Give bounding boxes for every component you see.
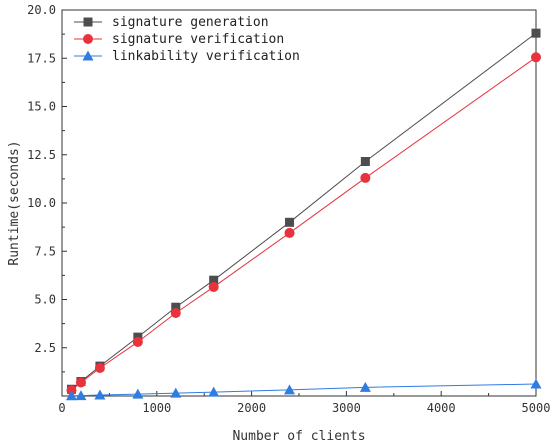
- y-tick-label: 17.5: [27, 51, 56, 65]
- data-point: [65, 390, 77, 401]
- legend-marker: [83, 34, 93, 44]
- data-point: [132, 336, 143, 347]
- legend-item: signature generation: [74, 15, 269, 30]
- data-point: [170, 308, 181, 319]
- y-tick-label: 5.0: [34, 293, 56, 307]
- data-point: [75, 377, 86, 388]
- x-tick-label: 3000: [332, 401, 361, 415]
- x-axis-title: Number of clients: [232, 429, 365, 444]
- x-tick-label: 2000: [237, 401, 266, 415]
- y-axis-title: Runtime(seconds): [7, 140, 22, 265]
- plot-frame: [61, 9, 537, 397]
- axes: 0 1000 2000 3000 4000 5000 2.5 5.0 7.5 10.0 12.5 15…: [27, 3, 550, 415]
- y-tick-label: 10.0: [27, 196, 56, 210]
- data-point: [66, 385, 77, 396]
- data-point: [531, 52, 541, 63]
- data-point: [171, 302, 181, 312]
- data-point: [94, 363, 105, 374]
- legend-label: signature generation: [112, 15, 269, 30]
- data-point: [75, 390, 87, 401]
- data-point: [284, 227, 295, 238]
- legend-marker: [82, 50, 94, 61]
- data-point: [208, 281, 219, 292]
- series-group: [65, 28, 542, 401]
- data-point: [170, 387, 182, 398]
- data-point: [132, 388, 144, 399]
- x-tick-label: 4000: [427, 401, 456, 415]
- data-point: [208, 386, 220, 397]
- y-tick-label: 15.0: [27, 100, 56, 114]
- legend-label: signature verification: [112, 32, 284, 47]
- legend-item: signature verification: [74, 32, 284, 47]
- x-tick-label: 0: [58, 401, 65, 415]
- data-point: [285, 217, 295, 227]
- legend-label: linkability verification: [112, 49, 300, 64]
- plot-area: [61, 9, 537, 397]
- data-point: [284, 384, 296, 395]
- legend: signature generation signature verificati…: [74, 15, 300, 64]
- series-circle: [66, 52, 541, 396]
- series-triangle: [65, 378, 542, 401]
- y-tick-label: 7.5: [34, 244, 56, 258]
- data-point: [530, 378, 542, 389]
- x-tick-label: 1000: [142, 401, 171, 415]
- data-point: [359, 381, 371, 392]
- data-point: [94, 389, 106, 400]
- legend-marker: [83, 17, 93, 27]
- y-tick-label: 20.0: [27, 3, 56, 17]
- y-tick-label: 2.5: [34, 341, 56, 355]
- data-point: [531, 28, 541, 38]
- y-tick-label: 12.5: [27, 148, 56, 162]
- legend-item: linkability verification: [74, 49, 300, 64]
- data-point: [209, 275, 219, 285]
- x-tick-label: 5000: [522, 401, 550, 415]
- data-point: [360, 157, 370, 167]
- data-point: [360, 172, 371, 183]
